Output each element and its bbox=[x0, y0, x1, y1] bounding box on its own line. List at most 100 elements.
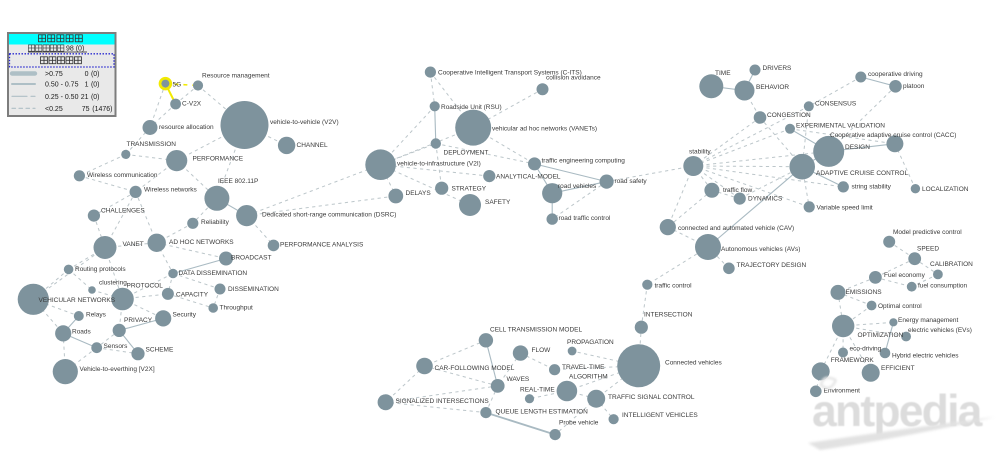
svg-text:string stability: string stability bbox=[852, 184, 892, 191]
svg-text:CHANNEL: CHANNEL bbox=[297, 142, 328, 149]
svg-text:IEEE 802.11P: IEEE 802.11P bbox=[218, 178, 258, 185]
svg-text:(0): (0) bbox=[91, 82, 100, 89]
svg-text:REAL-TIME: REAL-TIME bbox=[520, 387, 555, 394]
svg-text:75: 75 bbox=[82, 106, 90, 113]
svg-text:(0): (0) bbox=[91, 94, 100, 101]
svg-text:Roads: Roads bbox=[72, 329, 92, 336]
svg-text:DATA DISSEMINATION: DATA DISSEMINATION bbox=[179, 270, 248, 277]
svg-text:Vehicle-to-everthing [V2X]: Vehicle-to-everthing [V2X] bbox=[80, 366, 155, 373]
svg-text:Routing protocols: Routing protocols bbox=[75, 266, 126, 273]
svg-text:Security: Security bbox=[173, 312, 197, 319]
svg-text:Probe vehicle: Probe vehicle bbox=[559, 420, 599, 427]
svg-text:TRANSMISSION: TRANSMISSION bbox=[127, 141, 177, 148]
svg-text:ANALYTICAL-MODEL: ANALYTICAL-MODEL bbox=[496, 174, 561, 181]
svg-text:DELAYS: DELAYS bbox=[406, 190, 432, 197]
svg-text:PERFORMANCE ANALYSIS: PERFORMANCE ANALYSIS bbox=[280, 242, 364, 249]
svg-text:DRIVERS: DRIVERS bbox=[763, 65, 793, 72]
svg-text:collision avoidance: collision avoidance bbox=[546, 75, 601, 82]
svg-text:EMISSIONS: EMISSIONS bbox=[846, 289, 883, 296]
svg-text:CAPACITY: CAPACITY bbox=[176, 292, 209, 299]
svg-text:Model predictive control: Model predictive control bbox=[893, 229, 962, 236]
svg-text:vehicle-to-infrastructure (V2I: vehicle-to-infrastructure (V2I) bbox=[397, 161, 481, 168]
svg-text:INTELLIGENT VEHICLES: INTELLIGENT VEHICLES bbox=[622, 412, 698, 419]
svg-text:Resource management: Resource management bbox=[202, 73, 270, 80]
svg-text:road vehicles: road vehicles bbox=[558, 183, 597, 190]
svg-text:(1476): (1476) bbox=[92, 106, 112, 113]
svg-text:electric vehicles (EVs): electric vehicles (EVs) bbox=[908, 327, 972, 334]
svg-text:traffic control: traffic control bbox=[655, 283, 693, 290]
svg-text:vehicle-to-vehicle (V2V): vehicle-to-vehicle (V2V) bbox=[270, 119, 339, 126]
svg-text:ADAPTIVE CRUISE CONTROL: ADAPTIVE CRUISE CONTROL bbox=[816, 170, 908, 177]
svg-text:C-V2X: C-V2X bbox=[182, 101, 202, 108]
svg-text:fuel consumption: fuel consumption bbox=[918, 283, 968, 290]
svg-text:VEHICULAR NETWORKS: VEHICULAR NETWORKS bbox=[39, 297, 116, 304]
svg-text:STRATEGY: STRATEGY bbox=[452, 186, 487, 193]
svg-text:DISSEMINATION: DISSEMINATION bbox=[228, 286, 279, 293]
svg-text:TIME: TIME bbox=[715, 70, 731, 77]
svg-text:0.50 - 0.75: 0.50 - 0.75 bbox=[45, 82, 79, 89]
svg-text:Dedicated short-range communic: Dedicated short-range communication (DSR… bbox=[262, 212, 396, 219]
svg-text:98 (0): 98 (0) bbox=[66, 46, 84, 53]
svg-text:Sensors: Sensors bbox=[104, 343, 129, 350]
svg-text:BROADCAST: BROADCAST bbox=[231, 255, 271, 262]
svg-text:Hybrid electric vehicles: Hybrid electric vehicles bbox=[892, 353, 959, 360]
svg-text:CONSENSUS: CONSENSUS bbox=[815, 101, 857, 108]
svg-text:Optimal control: Optimal control bbox=[878, 303, 922, 310]
svg-text:DEPLOYMENT: DEPLOYMENT bbox=[444, 150, 489, 157]
svg-text:connected and automated vehicl: connected and automated vehicle (CAV) bbox=[678, 225, 794, 232]
svg-text:Environment: Environment bbox=[824, 388, 861, 395]
svg-text:traffic engineering computing: traffic engineering computing bbox=[542, 158, 626, 165]
svg-text:road traffic control: road traffic control bbox=[559, 215, 611, 222]
svg-text:Wireless networks: Wireless networks bbox=[144, 187, 197, 194]
svg-text:Reliability: Reliability bbox=[201, 219, 230, 226]
svg-text:0.25 - 0.50: 0.25 - 0.50 bbox=[45, 94, 79, 101]
svg-text:Roadside Unit (RSU): Roadside Unit (RSU) bbox=[441, 104, 502, 111]
svg-text:ALGORITHM: ALGORITHM bbox=[569, 374, 608, 381]
svg-text:PRIVACY: PRIVACY bbox=[124, 317, 153, 324]
svg-text:Connected vehicles: Connected vehicles bbox=[665, 360, 722, 367]
svg-text:DYNAMICS: DYNAMICS bbox=[748, 196, 783, 203]
svg-text:INTERSECTION: INTERSECTION bbox=[644, 312, 693, 319]
svg-text:CONGESTION: CONGESTION bbox=[767, 112, 811, 119]
svg-text:LOCALIZATION: LOCALIZATION bbox=[922, 186, 969, 193]
svg-text:EFFICIENT: EFFICIENT bbox=[881, 365, 915, 372]
svg-text:WAVES: WAVES bbox=[507, 376, 530, 383]
svg-text:<0.25: <0.25 bbox=[45, 106, 63, 113]
svg-text:0: 0 bbox=[85, 71, 89, 78]
svg-text:Relays: Relays bbox=[86, 312, 107, 319]
svg-text:Autonomous vehicles (AVs): Autonomous vehicles (AVs) bbox=[721, 246, 800, 253]
svg-text:SCHEME: SCHEME bbox=[146, 347, 174, 354]
svg-text:PERFORMANCE: PERFORMANCE bbox=[193, 156, 244, 163]
svg-text:eco-driving: eco-driving bbox=[850, 346, 882, 353]
svg-text:5G: 5G bbox=[173, 82, 182, 89]
svg-text:CHALLENGES: CHALLENGES bbox=[101, 208, 145, 215]
svg-text:OPTIMIZATION: OPTIMIZATION bbox=[858, 332, 904, 339]
svg-text:1: 1 bbox=[85, 82, 89, 89]
svg-text:antpedia: antpedia bbox=[812, 387, 984, 436]
svg-text:TRAFFIC SIGNAL CONTROL: TRAFFIC SIGNAL CONTROL bbox=[608, 394, 695, 401]
svg-text:>0.75: >0.75 bbox=[45, 71, 63, 78]
svg-text:traffic flow: traffic flow bbox=[723, 187, 752, 194]
svg-text:vehicular ad hoc networks (VAN: vehicular ad hoc networks (VANETs) bbox=[492, 126, 597, 133]
svg-text:Cooperative adaptive cruise co: Cooperative adaptive cruise control (CAC… bbox=[830, 132, 956, 139]
svg-text:CALIBRATION: CALIBRATION bbox=[930, 261, 973, 268]
svg-text:Fuel economy: Fuel economy bbox=[884, 272, 926, 279]
svg-text:AD HOC NETWORKS: AD HOC NETWORKS bbox=[169, 239, 234, 246]
svg-text:PROTOCOL: PROTOCOL bbox=[127, 283, 164, 290]
svg-text:platoon: platoon bbox=[903, 83, 925, 90]
svg-text:CAR-FOLLOWING MODEL: CAR-FOLLOWING MODEL bbox=[435, 365, 515, 372]
svg-text:FRAMEWORK: FRAMEWORK bbox=[831, 357, 875, 364]
svg-text:BEHAVIOR: BEHAVIOR bbox=[756, 84, 789, 91]
svg-text:QUEUE LENGTH ESTIMATION: QUEUE LENGTH ESTIMATION bbox=[496, 409, 589, 416]
svg-text:VANET: VANET bbox=[123, 241, 144, 248]
svg-text:SAFETY: SAFETY bbox=[485, 199, 511, 206]
svg-text:TRAVEL-TIME: TRAVEL-TIME bbox=[562, 364, 605, 371]
svg-text:clustering: clustering bbox=[99, 280, 127, 287]
svg-text:SPEED: SPEED bbox=[917, 246, 939, 253]
svg-text:cooperative driving: cooperative driving bbox=[868, 71, 923, 78]
svg-text:FLOW: FLOW bbox=[532, 347, 552, 354]
svg-text:21: 21 bbox=[81, 94, 89, 101]
svg-text:Energy management: Energy management bbox=[898, 317, 959, 324]
svg-text:Throughput: Throughput bbox=[220, 305, 253, 312]
svg-text:DESIGN: DESIGN bbox=[845, 144, 870, 151]
